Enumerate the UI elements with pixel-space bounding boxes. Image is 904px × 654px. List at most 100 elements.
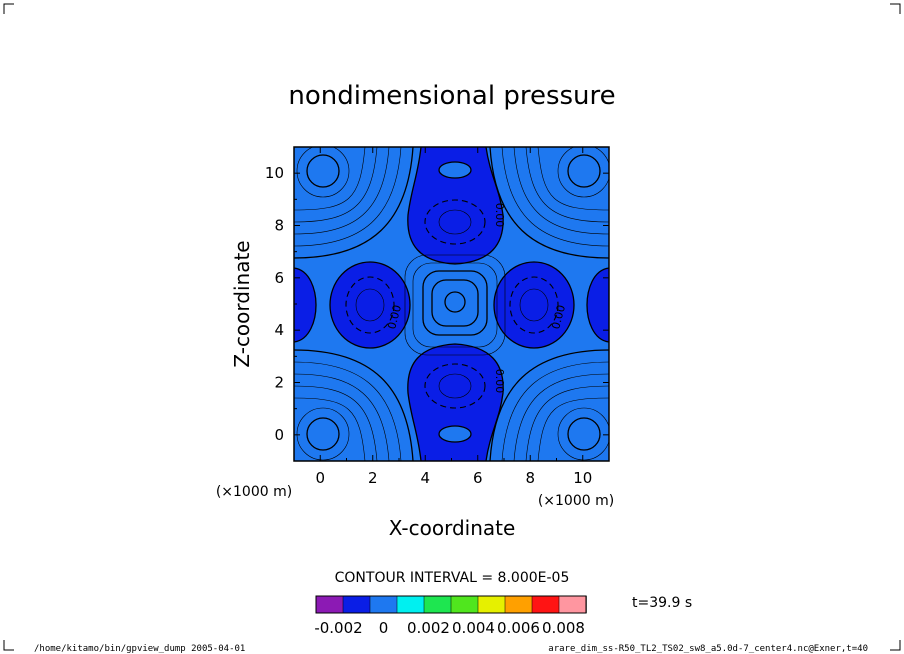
- contour-thin: [294, 373, 390, 461]
- x-tick-label: 8: [525, 469, 535, 487]
- colorbar-swatch: [477, 595, 506, 614]
- contour-thick: [567, 154, 601, 188]
- corner-mark-top-right: [890, 3, 901, 14]
- y-tick-label: 10: [265, 164, 284, 182]
- x-tick-labels: 0 2 4 6 8 10: [315, 469, 592, 487]
- contour-thick: [567, 417, 601, 451]
- time-label: t=39.9 s: [632, 595, 692, 611]
- contour-zero: [407, 147, 504, 265]
- footer-right: arare_dim_ss-R50_TL2_TS02_sw8_a5.0d-7_ce…: [548, 644, 868, 654]
- contour-thin: [557, 147, 609, 198]
- y-tick-label: 2: [274, 374, 284, 392]
- colorbar-swatch: [369, 595, 398, 614]
- x-tick-label: 2: [368, 469, 378, 487]
- plot-area: 0.00 0.00 0.00 0.00: [294, 147, 609, 461]
- corner-mark-top-left: [3, 3, 14, 14]
- x-tick-label: 0: [315, 469, 325, 487]
- contour-thick: [489, 147, 609, 259]
- low-region-right-edge: [587, 268, 609, 342]
- negative-contours: [345, 199, 559, 409]
- y-tick-labels: 0 2 4 6 8 10: [265, 164, 284, 444]
- contour-thin: [294, 385, 378, 461]
- y-tick-label: 8: [274, 217, 284, 235]
- y-tick-label: 6: [274, 269, 284, 287]
- contour-thin: [294, 147, 378, 223]
- corner-mark-bottom-left: [3, 640, 14, 651]
- contour-thick: [438, 161, 472, 179]
- contour-interval: CONTOUR INTERVAL = 8.000E-05: [335, 570, 570, 586]
- contour-thick: [294, 147, 414, 259]
- high-pocket-bottom: [439, 426, 471, 442]
- colorbar-swatch: [558, 595, 587, 614]
- contour-zero: [407, 343, 504, 461]
- contour-thin: [537, 397, 609, 461]
- colorbar-label: 0.004: [452, 619, 495, 637]
- contour-thick: [438, 425, 472, 443]
- x-tick-label: 6: [473, 469, 483, 487]
- contour-thin: [404, 254, 506, 356]
- low-region-bottom-column: [407, 344, 504, 461]
- contour-zero: [329, 261, 411, 349]
- contour-label: 0.00: [493, 203, 506, 228]
- contour-zero: [294, 267, 317, 343]
- y-tick-label: 0: [274, 426, 284, 444]
- contour-negative: [345, 276, 395, 334]
- x-tick-label: 4: [420, 469, 430, 487]
- low-region-left: [330, 262, 410, 348]
- contour-negative: [424, 199, 486, 245]
- contour-labels: 0.00 0.00 0.00 0.00: [385, 203, 568, 394]
- thin-contours: [294, 147, 609, 461]
- x-unit-right: (×1000 m): [538, 493, 614, 509]
- contour-thick: [489, 349, 609, 461]
- colorbar-swatch: [531, 595, 560, 614]
- colorbar-swatch: [342, 595, 371, 614]
- contour-thin: [513, 147, 609, 235]
- x-tick-label: 10: [573, 469, 592, 487]
- colorbar-label: 0.002: [407, 619, 450, 637]
- y-tick-label: 4: [274, 321, 284, 339]
- contour-label: 0.00: [385, 304, 404, 331]
- low-region-left-edge: [294, 268, 316, 342]
- high-pocket-top: [439, 162, 471, 178]
- contour-thin: [294, 361, 402, 461]
- contour-thin: [501, 361, 609, 461]
- colorbar: [315, 595, 587, 614]
- contour-thin: [294, 147, 366, 211]
- chart-title: nondimensional pressure: [288, 81, 615, 111]
- colorbar-label: 0: [379, 619, 389, 637]
- colorbar-label: -0.002: [314, 619, 362, 637]
- contour-negative: [424, 363, 486, 409]
- contour-negative: [509, 276, 559, 334]
- x-unit-left: (×1000 m): [216, 484, 292, 500]
- high-pressure-pockets: [439, 162, 471, 442]
- contour-thick: [306, 417, 340, 451]
- contour-thin: [519, 288, 549, 322]
- contour-thin: [412, 262, 498, 348]
- contour-thin: [296, 407, 350, 461]
- contour-thin: [294, 147, 390, 235]
- colorbar-labels: -0.002 0 0.002 0.004 0.006 0.008: [314, 619, 585, 637]
- contour-thin: [525, 385, 609, 461]
- axis-ticks: [293, 146, 610, 462]
- thick-contours: [294, 147, 609, 461]
- contour-thin: [513, 373, 609, 461]
- colorbar-swatch: [423, 595, 452, 614]
- contour-thin: [296, 147, 350, 198]
- contour-zero: [586, 267, 609, 343]
- contour-thick: [431, 279, 479, 327]
- contour-thick: [444, 291, 466, 313]
- contour-zero: [493, 261, 575, 349]
- colorbar-label: 0.008: [542, 619, 585, 637]
- x-axis-label: X-coordinate: [389, 516, 516, 540]
- colorbar-swatch: [504, 595, 533, 614]
- contour-thin: [501, 147, 609, 247]
- contour-label: 0.00: [493, 369, 506, 394]
- contour-thick: [422, 270, 488, 336]
- contour-label: 0.00: [549, 304, 568, 331]
- corner-mark-bottom-right: [890, 640, 901, 651]
- contour-thin: [537, 147, 609, 211]
- colorbar-swatch: [450, 595, 479, 614]
- contour-thick: [294, 349, 414, 461]
- contour-thick: [306, 154, 340, 188]
